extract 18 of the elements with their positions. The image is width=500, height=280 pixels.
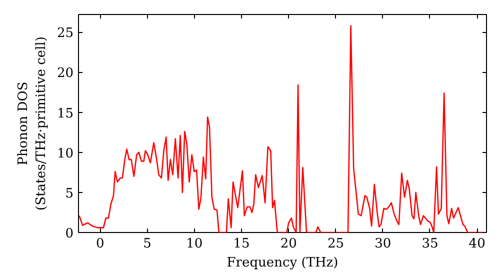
y-tick-label: 20 [56,66,74,82]
line-series [78,25,484,232]
y-tick-label: 0 [65,226,74,242]
x-tick-label: 5 [143,236,152,252]
y-tick-label: 5 [65,186,74,202]
y-tick-label: 25 [56,26,74,42]
y-tick-label: 10 [56,146,74,162]
x-tick-label: 30 [374,236,392,252]
y-tick-label: 15 [56,106,74,122]
x-tick-label: 15 [233,236,250,252]
x-tick-label: 10 [186,236,203,252]
x-tick-label: 35 [422,236,438,252]
x-tick-label: 0 [96,236,104,252]
x-tick-label: 25 [327,236,344,252]
x-tick-label: 40 [468,236,486,252]
x-axis-title: Frequency (THz) [226,256,338,270]
y-axis-title: Phonon DOS (States/THz·primitive cell) [16,36,49,210]
x-tick-label: 20 [280,236,297,252]
